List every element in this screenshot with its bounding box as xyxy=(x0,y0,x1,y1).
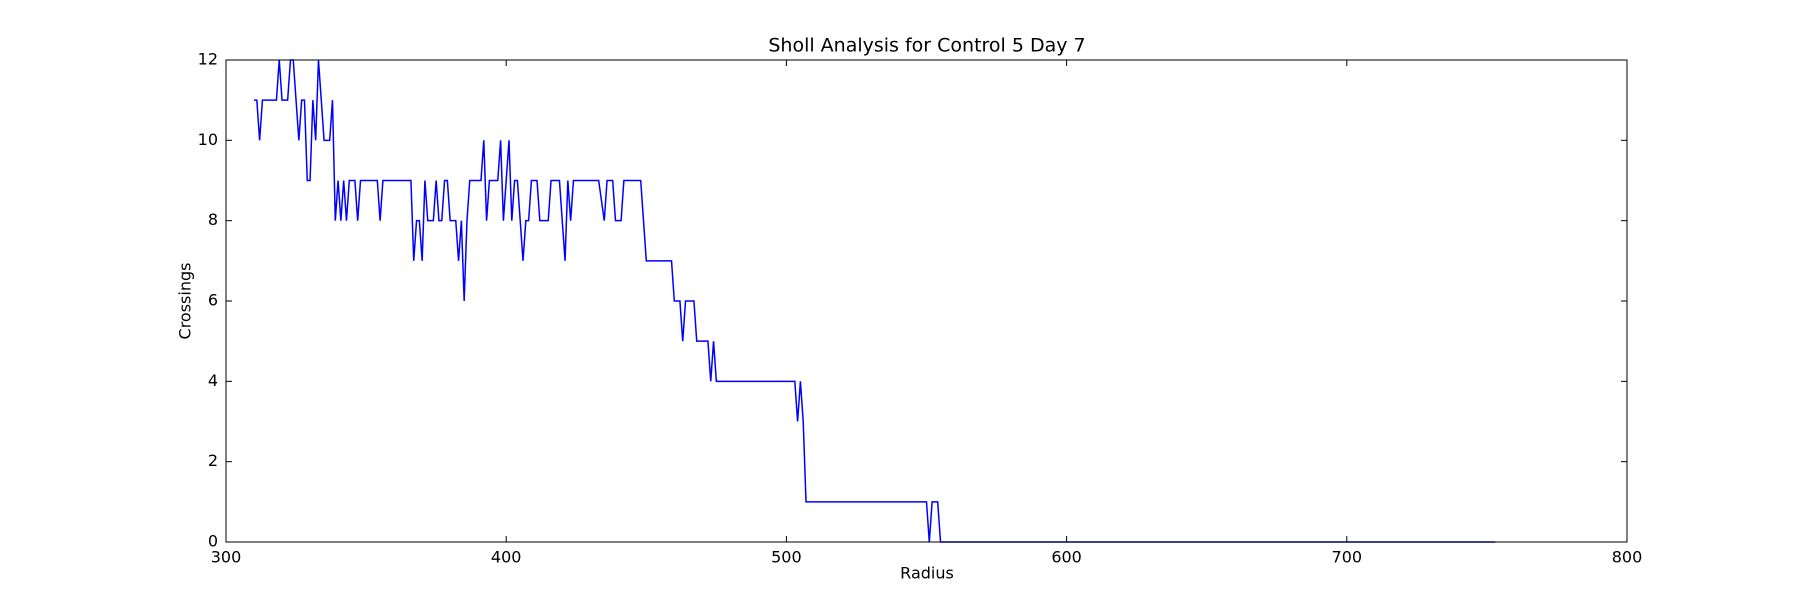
y-tick-label: 8 xyxy=(208,210,218,229)
x-tick-label: 800 xyxy=(1612,548,1643,567)
data-line xyxy=(254,59,1496,543)
x-tick-label: 700 xyxy=(1332,548,1363,567)
x-axis-label: Radius xyxy=(900,564,954,583)
x-tick-label: 500 xyxy=(771,548,802,567)
y-axis-label: Crossings xyxy=(176,263,195,340)
y-tick-label: 2 xyxy=(208,451,218,470)
y-tick-label: 10 xyxy=(198,130,218,149)
plot-frame xyxy=(225,59,1628,543)
x-tick-label: 400 xyxy=(491,548,522,567)
y-tick-label: 0 xyxy=(208,532,218,551)
y-tick-label: 6 xyxy=(208,291,218,310)
y-tick-label: 12 xyxy=(198,50,218,69)
y-tick-label: 4 xyxy=(208,371,218,390)
x-tick-label: 600 xyxy=(1051,548,1082,567)
chart-title: Sholl Analysis for Control 5 Day 7 xyxy=(768,35,1085,57)
x-tick-label: 300 xyxy=(211,548,242,567)
